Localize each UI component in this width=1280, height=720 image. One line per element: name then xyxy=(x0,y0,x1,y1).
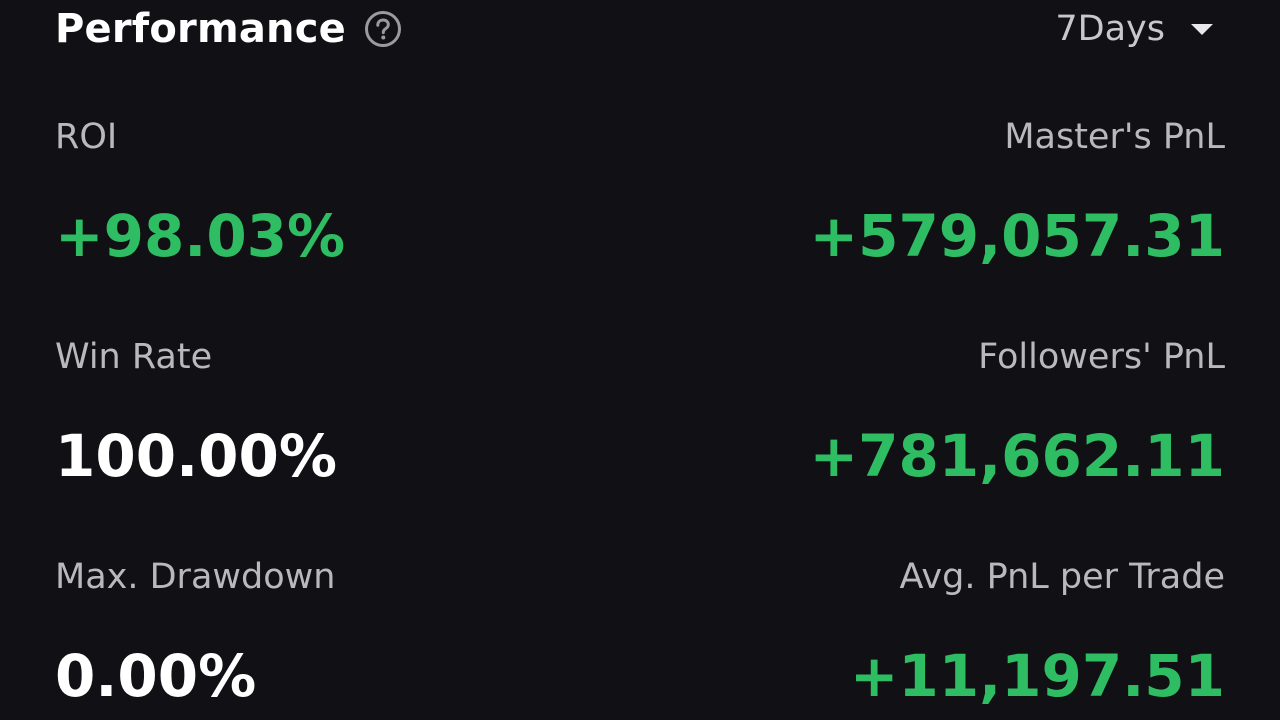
title-group: Performance xyxy=(55,6,402,52)
period-selected-value: 7Days xyxy=(1055,9,1165,49)
followers-pnl-metric: Followers' PnL +781,662.11 xyxy=(809,335,1225,489)
masters-pnl-label: Master's PnL xyxy=(1004,117,1225,157)
max-drawdown-label: Max. Drawdown xyxy=(55,557,336,597)
roi-metric: ROI +98.03% xyxy=(55,115,345,269)
page-title: Performance xyxy=(55,6,346,52)
followers-pnl-label: Followers' PnL xyxy=(978,337,1225,377)
avg-pnl-per-trade-metric: Avg. PnL per Trade +11,197.51 xyxy=(850,555,1225,709)
win-rate-label: Win Rate xyxy=(55,337,213,377)
win-rate-metric: Win Rate 100.00% xyxy=(55,335,337,489)
masters-pnl-metric: Master's PnL +579,057.31 xyxy=(809,115,1225,269)
performance-header: Performance 7Days xyxy=(55,0,1225,58)
period-dropdown[interactable]: 7Days xyxy=(1055,9,1225,49)
masters-pnl-value: +579,057.31 xyxy=(809,202,1225,270)
caret-down-icon xyxy=(1191,23,1213,35)
roi-value: +98.03% xyxy=(55,202,346,270)
win-rate-value: 100.00% xyxy=(55,422,337,490)
avg-pnl-per-trade-value: +11,197.51 xyxy=(849,642,1225,710)
max-drawdown-value: 0.00% xyxy=(55,642,257,710)
roi-label: ROI xyxy=(55,117,118,157)
followers-pnl-value: +781,662.11 xyxy=(809,422,1225,490)
avg-pnl-per-trade-label: Avg. PnL per Trade xyxy=(899,557,1225,597)
max-drawdown-metric: Max. Drawdown 0.00% xyxy=(55,555,335,709)
question-circle-icon[interactable] xyxy=(364,10,402,48)
